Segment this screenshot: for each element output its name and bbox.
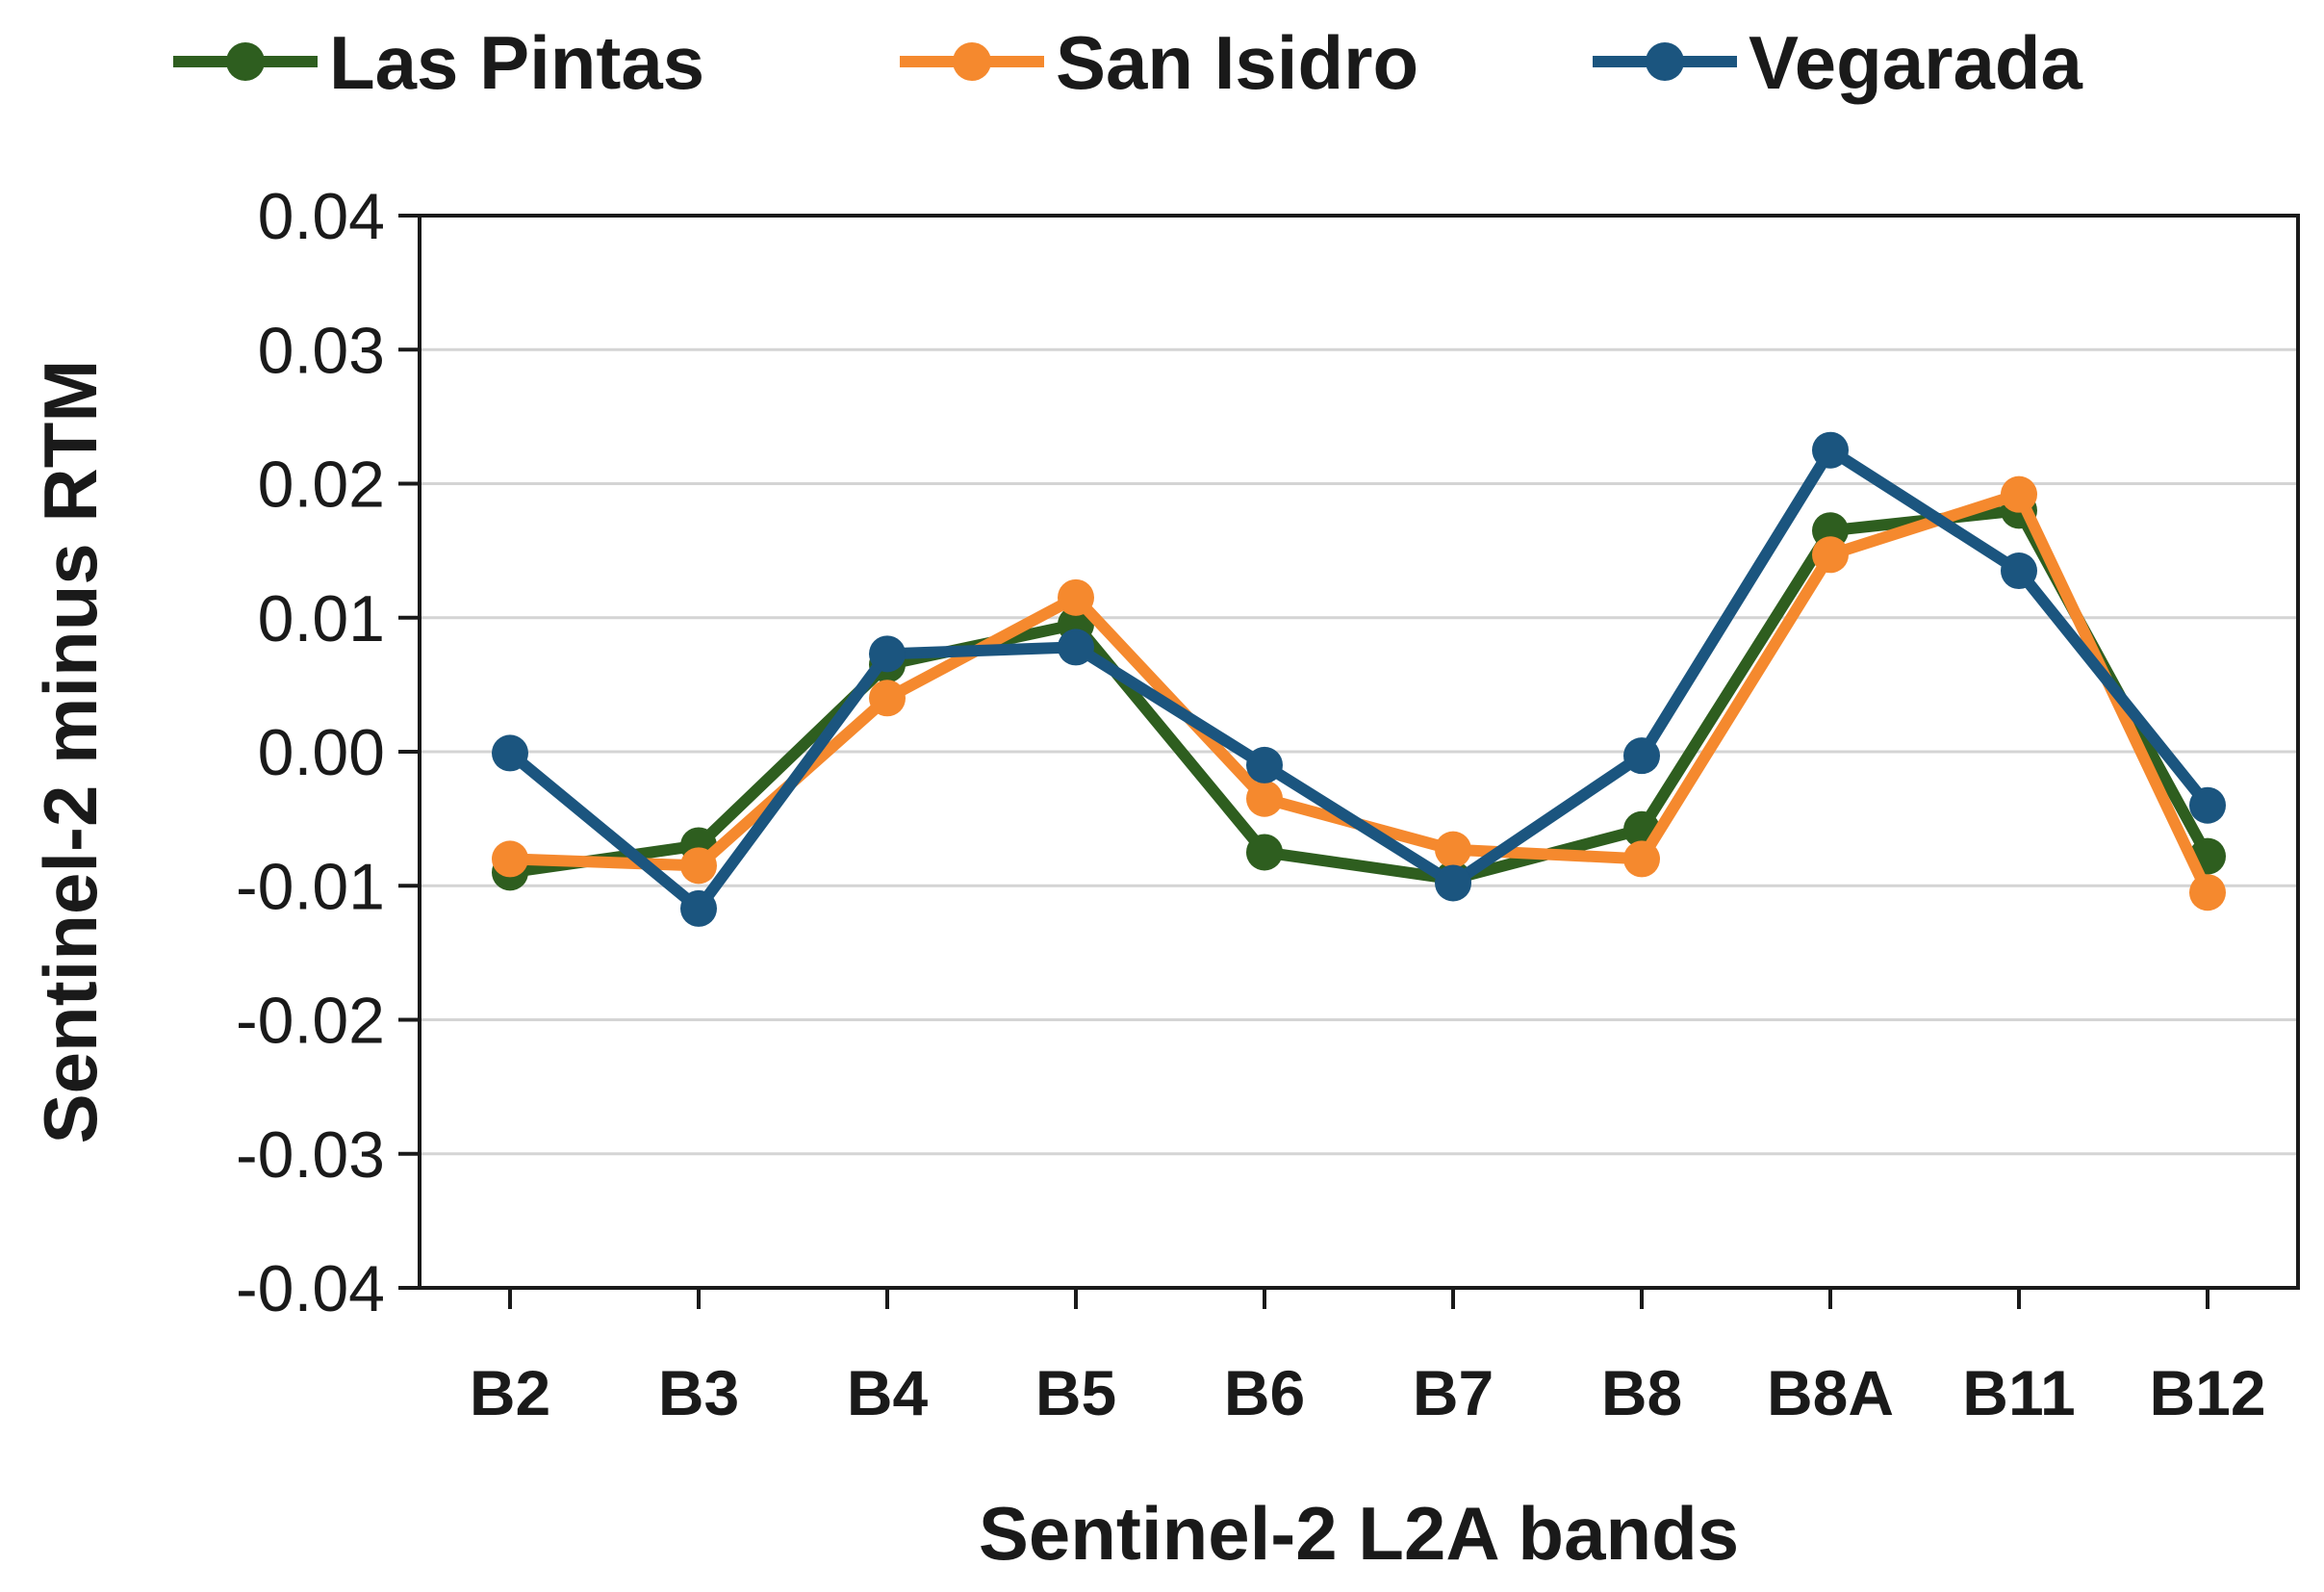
data-point [492, 734, 528, 772]
legend-marker [1646, 42, 1684, 81]
x-tick-label: B4 [847, 1357, 929, 1428]
y-tick-label: 0.01 [258, 582, 385, 655]
data-point [492, 840, 528, 878]
data-point [1435, 864, 1471, 902]
legend-item-las-pintas: Las Pintas [173, 20, 704, 105]
data-point [2189, 786, 2226, 824]
x-tick-label: B12 [2149, 1357, 2265, 1428]
x-tick-label: B11 [1962, 1357, 2075, 1428]
y-axis-title: Sentinel-2 minus RTM [28, 360, 113, 1144]
data-point [1058, 578, 1094, 616]
x-tick-label: B8A [1767, 1357, 1894, 1428]
y-tick-label: 0.04 [258, 180, 385, 253]
data-point [1623, 737, 1660, 775]
data-point [1435, 831, 1471, 868]
data-point [1246, 780, 1283, 817]
y-tick-label: -0.01 [236, 850, 385, 923]
legend-label: San Isidro [1056, 20, 1418, 105]
data-point [680, 847, 717, 885]
x-tick-label: B3 [658, 1357, 739, 1428]
legend-label: Vegarada [1749, 20, 2083, 105]
x-axis-ticks: B2 B3 B4 B5 B6 B7 B8 B8A B11 B12 [470, 1288, 2266, 1428]
data-point [869, 635, 906, 673]
y-axis-ticks: 0.04 0.03 0.02 0.01 0.00 -0.01 -0.02 -0.03 -0.04 [236, 180, 420, 1325]
series-line [506, 444, 2212, 914]
data-point [1058, 629, 1094, 666]
series-vegarada [492, 431, 2226, 927]
plot-area-border [418, 214, 2300, 1290]
legend: Las Pintas San Isidro Vegarada [173, 20, 2083, 105]
legend-item-vegarada: Vegarada [1593, 20, 2083, 105]
y-tick-label: -0.04 [236, 1252, 385, 1325]
y-tick-label: 0.02 [258, 449, 385, 522]
x-axis-title: Sentinel-2 L2A bands [979, 1491, 1739, 1576]
data-point [1812, 536, 1849, 574]
data-point [2001, 475, 2037, 513]
data-point [1246, 746, 1283, 783]
legend-marker [226, 42, 265, 81]
data-point [2189, 874, 2226, 912]
series-group [492, 431, 2226, 927]
x-tick-label: B6 [1224, 1357, 1305, 1428]
y-tick-label: 0.03 [258, 314, 385, 387]
series-line [509, 488, 2213, 895]
x-tick-label: B5 [1035, 1357, 1116, 1428]
data-point [2001, 552, 2037, 590]
x-tick-label: B7 [1413, 1357, 1494, 1428]
legend-label: Las Pintas [329, 20, 704, 105]
data-point [1623, 840, 1660, 878]
data-point [680, 889, 717, 927]
gridlines [420, 347, 2298, 1156]
legend-marker [953, 42, 991, 81]
x-tick-label: B8 [1601, 1357, 1682, 1428]
y-tick-label: 0.00 [258, 716, 385, 789]
x-tick-label: B2 [470, 1357, 550, 1428]
legend-item-san-isidro: San Isidro [900, 20, 1418, 105]
data-point [1246, 834, 1283, 871]
y-tick-label: -0.02 [236, 985, 385, 1058]
data-point [1812, 431, 1849, 469]
data-point [869, 680, 906, 717]
y-tick-label: -0.03 [236, 1118, 385, 1192]
